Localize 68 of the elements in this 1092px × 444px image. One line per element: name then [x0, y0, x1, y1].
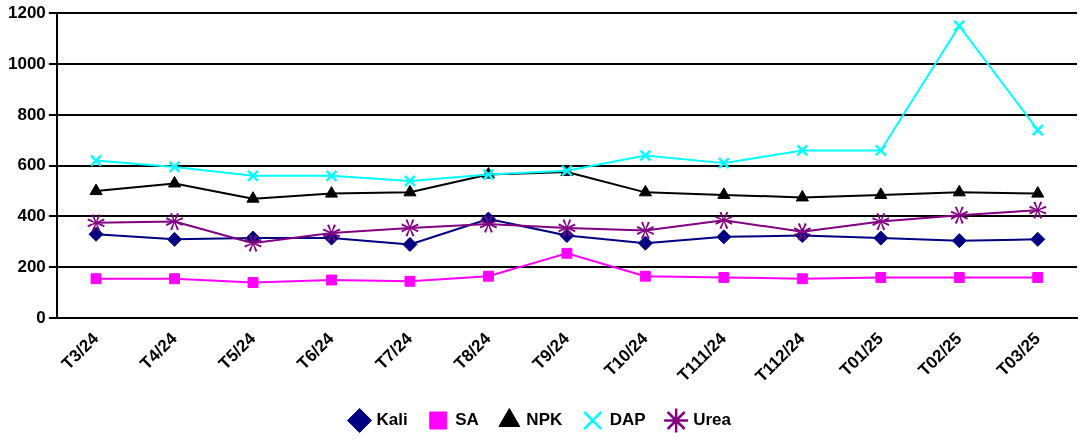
point: [873, 230, 889, 246]
legend-label: Kali: [376, 410, 408, 430]
legend-label: NPK: [526, 410, 563, 430]
y-tick-label: 1000: [7, 53, 46, 73]
point: [246, 169, 260, 183]
point: [479, 215, 498, 233]
point: [874, 187, 888, 199]
point: [953, 272, 965, 283]
legend-label: DAP: [609, 410, 646, 430]
point: [1032, 272, 1044, 283]
point: [874, 144, 888, 157]
point: [326, 274, 337, 286]
point: [639, 149, 652, 162]
point: [639, 270, 651, 282]
point: [636, 221, 655, 240]
point: [168, 160, 181, 174]
point: [246, 191, 260, 203]
point: [718, 272, 730, 283]
point: [796, 144, 809, 157]
point: [558, 219, 576, 237]
point: [1029, 201, 1047, 219]
point: [1031, 123, 1044, 137]
point: [401, 219, 419, 237]
point: [561, 247, 573, 259]
y-tick-label: 800: [17, 104, 46, 124]
point: [403, 184, 417, 197]
point: [244, 234, 262, 252]
point: [482, 270, 494, 282]
point: [715, 211, 733, 229]
point: [793, 223, 811, 241]
point: [169, 273, 180, 285]
point: [872, 212, 890, 231]
point: [89, 154, 103, 167]
point: [953, 19, 966, 33]
y-tick-label: 1200: [7, 2, 46, 22]
point: [638, 184, 652, 197]
point: [88, 226, 104, 242]
point: [716, 229, 732, 245]
point: [167, 175, 182, 188]
point: [403, 174, 417, 188]
y-tick-label: 600: [17, 155, 46, 175]
point: [87, 214, 105, 232]
point: [325, 169, 338, 183]
y-tick-label: 400: [17, 206, 46, 226]
point: [950, 206, 968, 224]
point: [404, 275, 416, 287]
point: [951, 233, 967, 249]
legend-label: SA: [455, 410, 479, 430]
y-tick-label: 0: [36, 307, 46, 327]
point: [637, 235, 653, 251]
point: [402, 236, 418, 252]
point: [1031, 186, 1045, 198]
point: [875, 272, 887, 283]
point: [165, 212, 184, 231]
point: [247, 277, 259, 288]
point: [322, 224, 341, 242]
point: [796, 273, 808, 285]
point: [795, 189, 809, 202]
point: [167, 231, 183, 247]
point: [324, 186, 339, 198]
point: [89, 183, 103, 196]
point: [717, 187, 731, 199]
point: [952, 184, 966, 197]
legend-label: Urea: [693, 410, 732, 430]
point: [717, 156, 731, 170]
y-tick-label: 200: [17, 256, 46, 276]
point: [1030, 231, 1046, 247]
point: [90, 273, 102, 285]
